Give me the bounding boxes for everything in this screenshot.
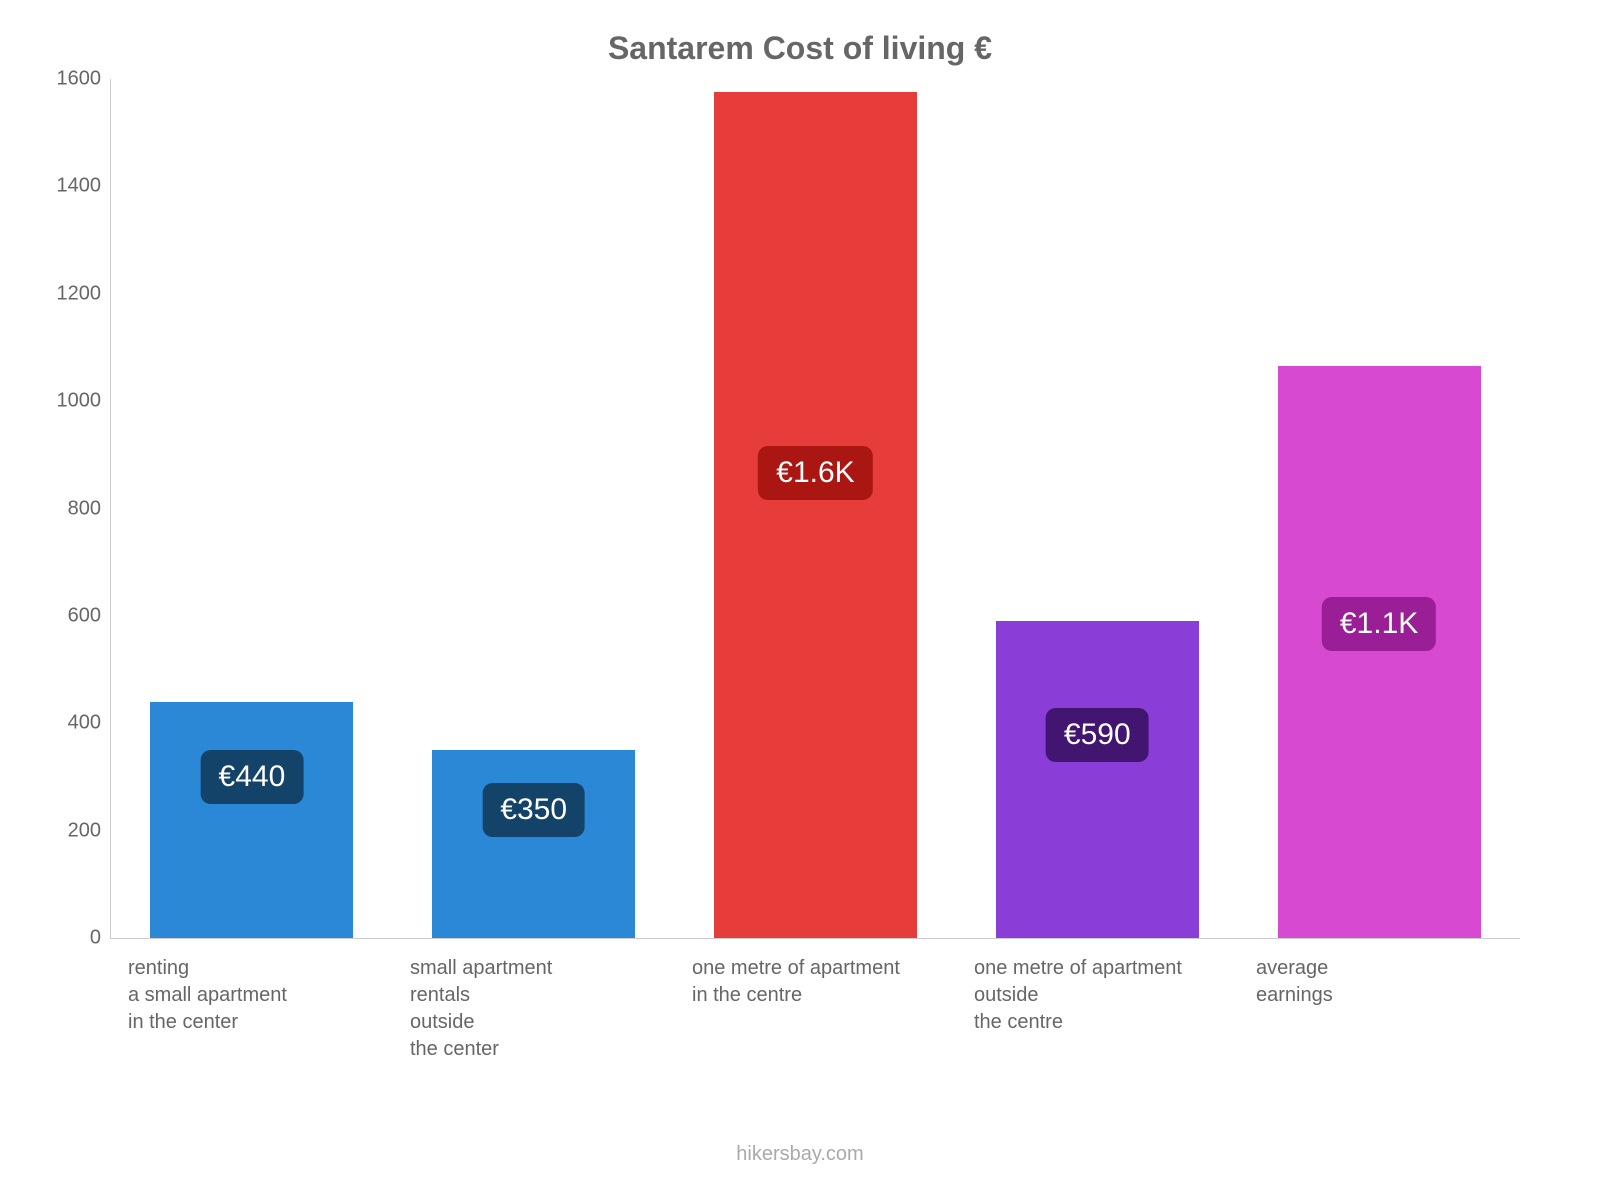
bar-slot: €590 <box>956 79 1238 938</box>
y-tick-label: 200 <box>41 819 101 842</box>
cost-of-living-chart: Santarem Cost of living € 0 200 400 600 800 1… <box>0 0 1600 1200</box>
y-tick-label: 0 <box>41 927 101 950</box>
y-tick-label: 1000 <box>41 390 101 413</box>
bar-value-label: €590 <box>1046 708 1149 762</box>
bars-container: €440 €350 €1.6K €590 €1.1K <box>111 79 1520 938</box>
y-tick-label: 800 <box>41 497 101 520</box>
bar <box>714 92 917 938</box>
x-tick-label: small apartmentrentalsoutsidethe center <box>392 955 674 1063</box>
y-tick-label: 600 <box>41 604 101 627</box>
bar-slot: €350 <box>393 79 675 938</box>
bar <box>996 621 1199 938</box>
plot-area: 02004006008001000120014001600 €440€350€1… <box>110 79 1520 939</box>
y-tick-label: 400 <box>41 712 101 735</box>
bar-value-label: €350 <box>482 783 585 837</box>
bar-value-label: €440 <box>201 750 304 804</box>
x-tick-label: one metre of apartmentoutsidethe centre <box>956 955 1238 1063</box>
y-tick-label: 1200 <box>41 282 101 305</box>
chart-title: Santarem Cost of living € <box>40 30 1560 67</box>
bar-value-label: €1.1K <box>1322 597 1436 651</box>
bar-value-label: €1.6K <box>758 446 872 500</box>
x-tick-label: averageearnings <box>1238 955 1520 1063</box>
x-tick-label: one metre of apartmentin the centre <box>674 955 956 1063</box>
bar <box>150 702 353 938</box>
bar <box>432 750 635 938</box>
y-tick-label: 1400 <box>41 175 101 198</box>
bar-slot: €1.6K <box>675 79 957 938</box>
bar-slot: €440 <box>111 79 393 938</box>
bar-slot: €1.1K <box>1238 79 1520 938</box>
x-axis-labels: rentinga small apartmentin the centersma… <box>110 955 1520 1063</box>
x-tick-label: rentinga small apartmentin the center <box>110 955 392 1063</box>
attribution: hikersbay.com <box>40 1143 1560 1166</box>
bar <box>1278 366 1481 938</box>
y-tick-label: 1600 <box>41 68 101 91</box>
